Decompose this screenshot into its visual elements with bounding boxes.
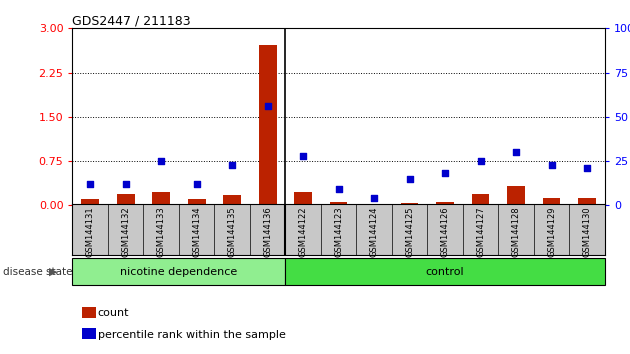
Text: percentile rank within the sample: percentile rank within the sample xyxy=(98,330,285,339)
Bar xyxy=(542,198,561,205)
Text: nicotine dependence: nicotine dependence xyxy=(120,267,238,277)
Point xyxy=(227,162,237,167)
Bar xyxy=(285,258,605,285)
Text: control: control xyxy=(426,267,464,277)
Point xyxy=(582,165,592,171)
Point xyxy=(369,195,379,201)
Bar xyxy=(223,195,241,205)
Bar xyxy=(81,199,99,205)
Point xyxy=(298,153,308,159)
Text: disease state: disease state xyxy=(3,267,72,277)
Point xyxy=(546,162,557,167)
Text: count: count xyxy=(98,308,129,318)
Text: GSM144127: GSM144127 xyxy=(476,206,485,257)
Text: GSM144133: GSM144133 xyxy=(157,206,166,257)
Point xyxy=(404,176,415,182)
Bar xyxy=(578,198,596,205)
Bar xyxy=(329,202,348,205)
Bar xyxy=(472,194,490,205)
Bar xyxy=(507,187,525,205)
Text: GSM144135: GSM144135 xyxy=(227,206,237,257)
Text: GSM144134: GSM144134 xyxy=(192,206,201,257)
Text: GSM144125: GSM144125 xyxy=(405,206,414,257)
Bar xyxy=(152,192,170,205)
Text: GSM144124: GSM144124 xyxy=(370,206,379,257)
Text: GSM144136: GSM144136 xyxy=(263,206,272,257)
Point xyxy=(120,181,131,187)
Bar xyxy=(365,204,383,205)
Text: GSM144128: GSM144128 xyxy=(512,206,520,257)
Point xyxy=(511,149,521,155)
Text: GSM144129: GSM144129 xyxy=(547,206,556,257)
Point xyxy=(263,103,273,109)
Text: GSM144132: GSM144132 xyxy=(121,206,130,257)
Text: GDS2447 / 211183: GDS2447 / 211183 xyxy=(72,14,191,27)
Point xyxy=(333,187,343,192)
Text: GSM144130: GSM144130 xyxy=(583,206,592,257)
Point xyxy=(440,171,450,176)
Point xyxy=(156,158,166,164)
Point xyxy=(476,158,486,164)
Bar xyxy=(117,194,135,205)
Text: GSM144131: GSM144131 xyxy=(86,206,94,257)
Text: GSM144126: GSM144126 xyxy=(440,206,450,257)
Bar xyxy=(72,258,285,285)
Text: ▶: ▶ xyxy=(50,267,58,277)
Bar xyxy=(259,45,277,205)
Point xyxy=(192,181,202,187)
Point xyxy=(85,181,95,187)
Text: GSM144123: GSM144123 xyxy=(334,206,343,257)
Bar xyxy=(188,199,205,205)
Bar xyxy=(294,192,312,205)
Text: GSM144122: GSM144122 xyxy=(299,206,307,257)
Bar xyxy=(401,203,418,205)
Bar xyxy=(436,202,454,205)
